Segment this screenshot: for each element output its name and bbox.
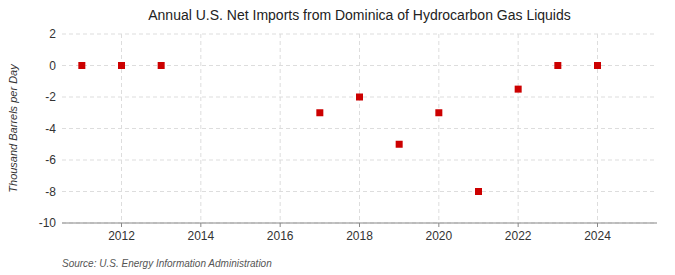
y-tick-label: -8 — [45, 185, 56, 199]
x-tick — [121, 223, 122, 227]
y-tick-label: -2 — [45, 90, 56, 104]
title: Annual U.S. Net Imports from Dominica of… — [148, 7, 571, 23]
x-tick-label: 2020 — [425, 229, 452, 243]
point — [594, 62, 601, 69]
grid-line-x — [200, 34, 201, 223]
point — [554, 62, 561, 69]
x-tick — [280, 223, 281, 227]
x-tick — [359, 223, 360, 227]
x-tick-label: 2012 — [108, 229, 135, 243]
points — [78, 62, 601, 195]
source-note: Source: U.S. Energy Information Administ… — [62, 258, 272, 269]
ticks: 2012 2014 2016 2018 2020 2022 2024 -10 -8 -6 -4 -2 0… — [39, 27, 612, 243]
x-tick-label: 2014 — [187, 229, 214, 243]
y-tick-label: 0 — [49, 59, 56, 73]
y-tick-label: 2 — [49, 27, 56, 41]
x-tick-label: 2018 — [346, 229, 373, 243]
point — [316, 109, 323, 116]
point — [396, 141, 403, 148]
x-tick-label: 2022 — [505, 229, 532, 243]
point — [356, 94, 363, 101]
grid-line-x — [518, 34, 519, 223]
x-tick-label: 2016 — [267, 229, 294, 243]
y-tick-label: -10 — [39, 216, 57, 230]
x-tick-label: 2024 — [584, 229, 611, 243]
point — [118, 62, 125, 69]
grid-line-x — [280, 34, 281, 223]
y-axis-label: Thousand Barrels per Day — [7, 63, 19, 193]
point — [78, 62, 85, 69]
x-tick — [597, 223, 598, 227]
y-tick-label: -6 — [45, 153, 56, 167]
point — [475, 188, 482, 195]
grid — [62, 34, 657, 223]
point — [158, 62, 165, 69]
x-tick — [438, 223, 439, 227]
x-tick — [200, 223, 201, 227]
point — [515, 86, 522, 93]
grid-line-x — [438, 34, 439, 223]
y-tick-label: -4 — [45, 122, 56, 136]
point — [435, 109, 442, 116]
x-tick — [518, 223, 519, 227]
chart: 2012 2014 2016 2018 2020 2022 2024 -10 -8 -6 -4 -2 0… — [0, 0, 675, 275]
grid-line-x — [359, 34, 360, 223]
